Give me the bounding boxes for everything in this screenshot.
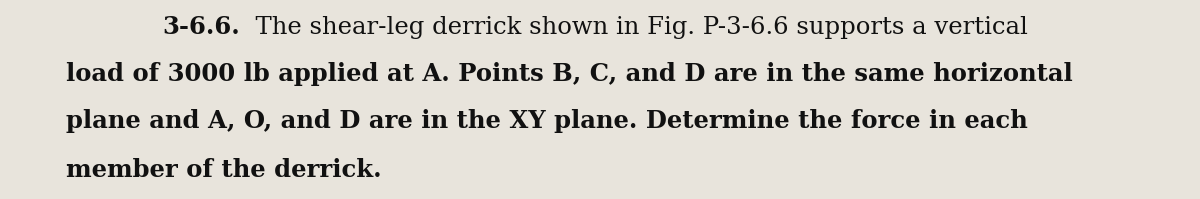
Text: 3-6.6.: 3-6.6. bbox=[162, 15, 240, 39]
Text: plane and A, O, and D are in the XY plane. Determine the force in each: plane and A, O, and D are in the XY plan… bbox=[66, 109, 1027, 133]
Text: The shear-leg derrick shown in Fig. P-3-6.6 supports a vertical: The shear-leg derrick shown in Fig. P-3-… bbox=[240, 16, 1027, 39]
Text: load of 3000 lb applied at A. Points B, C, and D are in the same horizontal: load of 3000 lb applied at A. Points B, … bbox=[66, 62, 1073, 86]
Text: member of the derrick.: member of the derrick. bbox=[66, 158, 382, 182]
